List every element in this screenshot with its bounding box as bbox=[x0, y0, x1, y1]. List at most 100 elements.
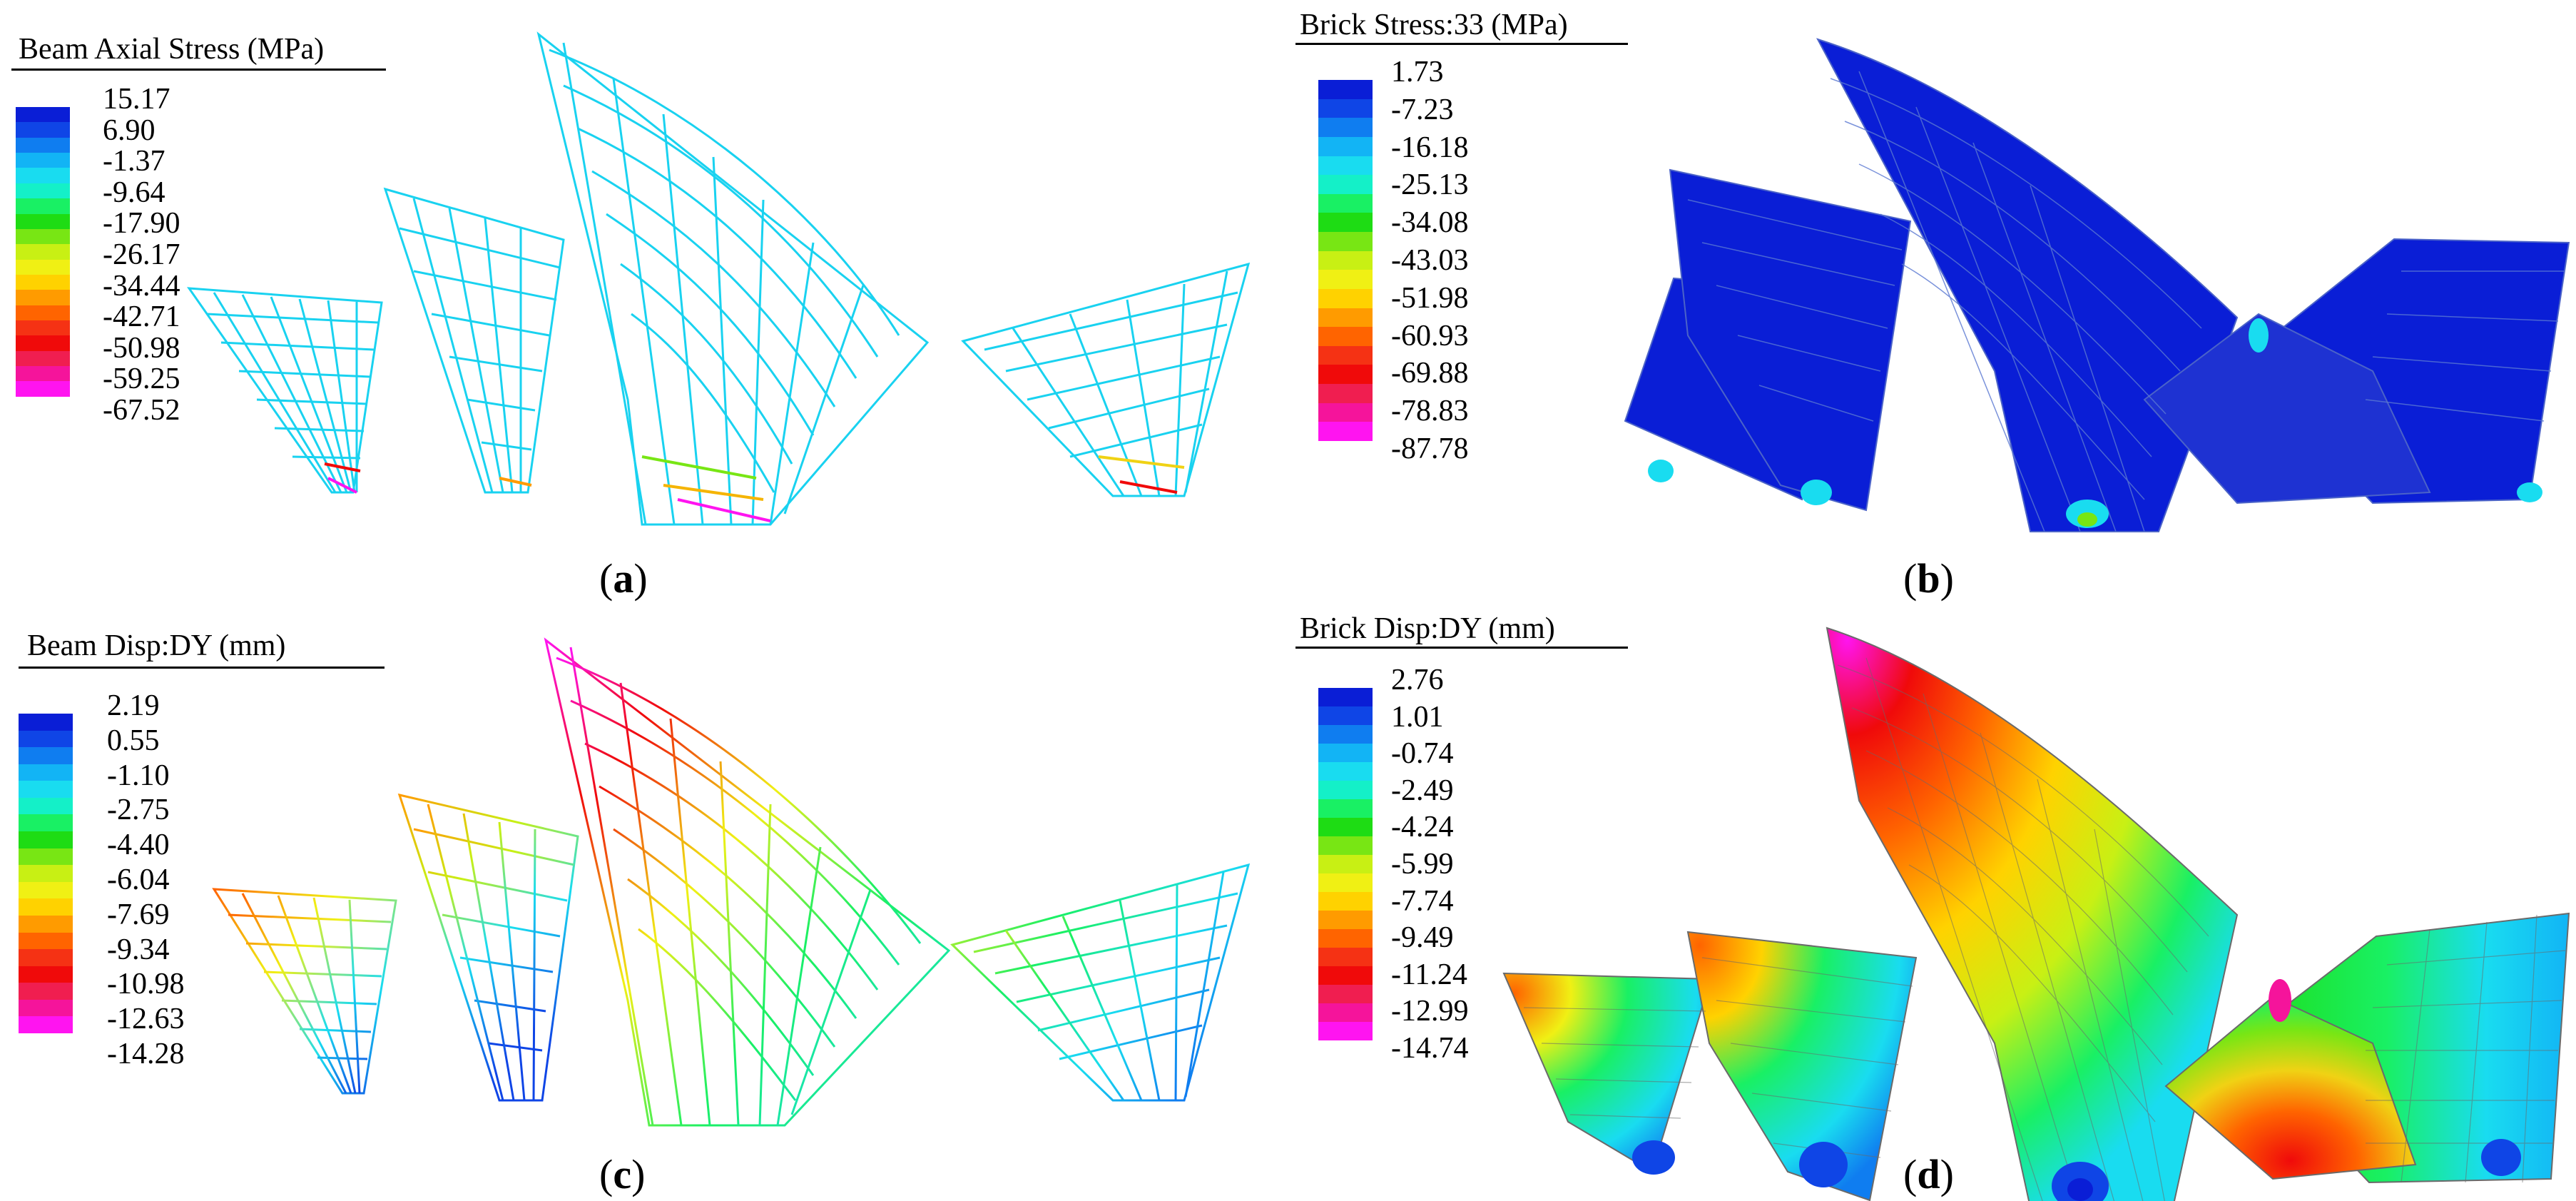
legend-tick-label: -9.49 bbox=[1391, 921, 1454, 955]
color-band bbox=[16, 213, 70, 229]
legend-tick-label: -7.23 bbox=[1391, 93, 1454, 126]
legend-tick-label: 2.76 bbox=[1391, 664, 1444, 696]
color-band bbox=[16, 274, 70, 290]
color-band bbox=[16, 335, 70, 351]
color-band bbox=[19, 814, 73, 832]
legend-tick-label: -6.04 bbox=[107, 863, 170, 896]
legend-tick-label: -67.52 bbox=[103, 394, 180, 427]
legend-tick-label: -10.98 bbox=[107, 968, 185, 1001]
color-scale-ticks: 1.73 -7.23 -16.18 -25.13 -34.08 -43.03 -51.98 -… bbox=[1391, 57, 1548, 464]
legend-tick-label: -42.71 bbox=[103, 300, 180, 334]
color-band bbox=[1318, 688, 1373, 706]
brick-mesh-model bbox=[1624, 38, 2570, 532]
legend-title-underline bbox=[11, 69, 386, 71]
panel-caption: (a) bbox=[599, 555, 648, 602]
color-band bbox=[1318, 98, 1373, 118]
color-band bbox=[16, 244, 70, 260]
legend-tick-label: -16.18 bbox=[1391, 131, 1469, 164]
panel-letter: c bbox=[613, 1151, 632, 1197]
color-band bbox=[19, 966, 73, 983]
color-band bbox=[1318, 836, 1373, 855]
color-band bbox=[1318, 213, 1373, 232]
brick-mesh-model bbox=[1502, 627, 2570, 1201]
legend-tick-label: -50.98 bbox=[103, 331, 180, 365]
legend-tick-label: -51.98 bbox=[1391, 281, 1469, 315]
color-band bbox=[19, 898, 73, 916]
color-scale-ticks: 15.17 6.90 -1.37 -9.64 -17.90 -26.17 -34.44 -42… bbox=[103, 84, 260, 425]
color-band bbox=[1318, 193, 1373, 213]
color-band bbox=[1318, 948, 1373, 966]
color-band bbox=[16, 366, 70, 382]
legend-tick-label: -43.03 bbox=[1391, 244, 1469, 277]
color-band bbox=[1318, 384, 1373, 403]
legend-tick-label: -9.64 bbox=[103, 176, 166, 209]
color-band bbox=[16, 320, 70, 336]
legend-title: Brick Disp:DY (mm) bbox=[1300, 612, 1555, 645]
legend-tick-label: 15.17 bbox=[103, 83, 170, 116]
color-scale-bar bbox=[1318, 688, 1373, 1040]
color-band bbox=[16, 198, 70, 214]
legend-title: Brick Stress:33 (MPa) bbox=[1300, 9, 1568, 41]
color-band bbox=[1318, 818, 1373, 836]
color-band bbox=[16, 305, 70, 321]
panel-letter: a bbox=[613, 555, 634, 602]
color-band bbox=[16, 350, 70, 367]
color-band bbox=[19, 831, 73, 848]
color-scale-ticks: 2.76 1.01 -0.74 -2.49 -4.24 -5.99 -7.74 -9.49 -1… bbox=[1391, 665, 1548, 1063]
color-band bbox=[16, 153, 70, 168]
color-band bbox=[1318, 250, 1373, 270]
color-band bbox=[19, 949, 73, 966]
legend-tick-label: 0.55 bbox=[107, 724, 160, 757]
panel-b: Brick Stress:33 (MPa) 1.73 -7.23 -16.18 -25… bbox=[1288, 0, 2576, 600]
color-band bbox=[1318, 873, 1373, 892]
color-band bbox=[19, 932, 73, 950]
color-band bbox=[19, 730, 73, 748]
panel-letter: b bbox=[1917, 555, 1940, 602]
color-band bbox=[1318, 175, 1373, 194]
legend-tick-label: -25.13 bbox=[1391, 168, 1469, 202]
color-band bbox=[16, 228, 70, 245]
legend-tick-label: 2.19 bbox=[107, 689, 160, 722]
legend-tick-label: 1.01 bbox=[1391, 700, 1444, 734]
panel-caption: (c) bbox=[599, 1151, 646, 1197]
color-band bbox=[19, 714, 73, 731]
legend-tick-label: -14.28 bbox=[107, 1038, 185, 1070]
color-band bbox=[1318, 725, 1373, 744]
color-band bbox=[1318, 327, 1373, 346]
color-band bbox=[1318, 966, 1373, 985]
legend-title: Beam Disp:DY (mm) bbox=[27, 629, 286, 662]
legend-tick-label: -9.34 bbox=[107, 933, 170, 966]
legend-tick-label: -4.40 bbox=[107, 828, 170, 862]
color-band bbox=[1318, 911, 1373, 929]
color-scale-bar bbox=[19, 714, 73, 1033]
legend-tick-label: -7.69 bbox=[107, 898, 170, 931]
color-band bbox=[1318, 706, 1373, 725]
color-band bbox=[19, 915, 73, 933]
legend-tick-label: -26.17 bbox=[103, 238, 180, 271]
legend-tick-label: -12.63 bbox=[107, 1003, 185, 1036]
color-band bbox=[1318, 985, 1373, 1003]
legend-tick-label: -60.93 bbox=[1391, 319, 1469, 353]
color-band bbox=[16, 381, 70, 397]
color-band bbox=[1318, 762, 1373, 781]
color-scale-bar bbox=[1318, 80, 1373, 441]
color-band bbox=[1318, 232, 1373, 251]
legend-tick-label: -1.37 bbox=[103, 145, 166, 178]
color-band bbox=[16, 137, 70, 153]
panel-c: Beam Disp:DY (mm) 2.19 0.55 -1.10 -2.75 -4.4… bbox=[0, 601, 1288, 1201]
legend-tick-label: 6.90 bbox=[103, 113, 156, 147]
color-band bbox=[19, 797, 73, 815]
color-band bbox=[1318, 345, 1373, 365]
legend-tick-label: -2.49 bbox=[1391, 774, 1454, 807]
color-band bbox=[19, 848, 73, 866]
color-band bbox=[1318, 799, 1373, 818]
color-band bbox=[1318, 288, 1373, 308]
legend-tick-label: 1.73 bbox=[1391, 56, 1444, 88]
legend-tick-label: -69.88 bbox=[1391, 357, 1469, 390]
color-band bbox=[19, 781, 73, 798]
color-band bbox=[16, 168, 70, 183]
legend-tick-label: -11.24 bbox=[1391, 958, 1467, 991]
color-band bbox=[19, 747, 73, 764]
legend-tick-label: -14.74 bbox=[1391, 1032, 1469, 1065]
legend-title-underline bbox=[19, 667, 385, 669]
